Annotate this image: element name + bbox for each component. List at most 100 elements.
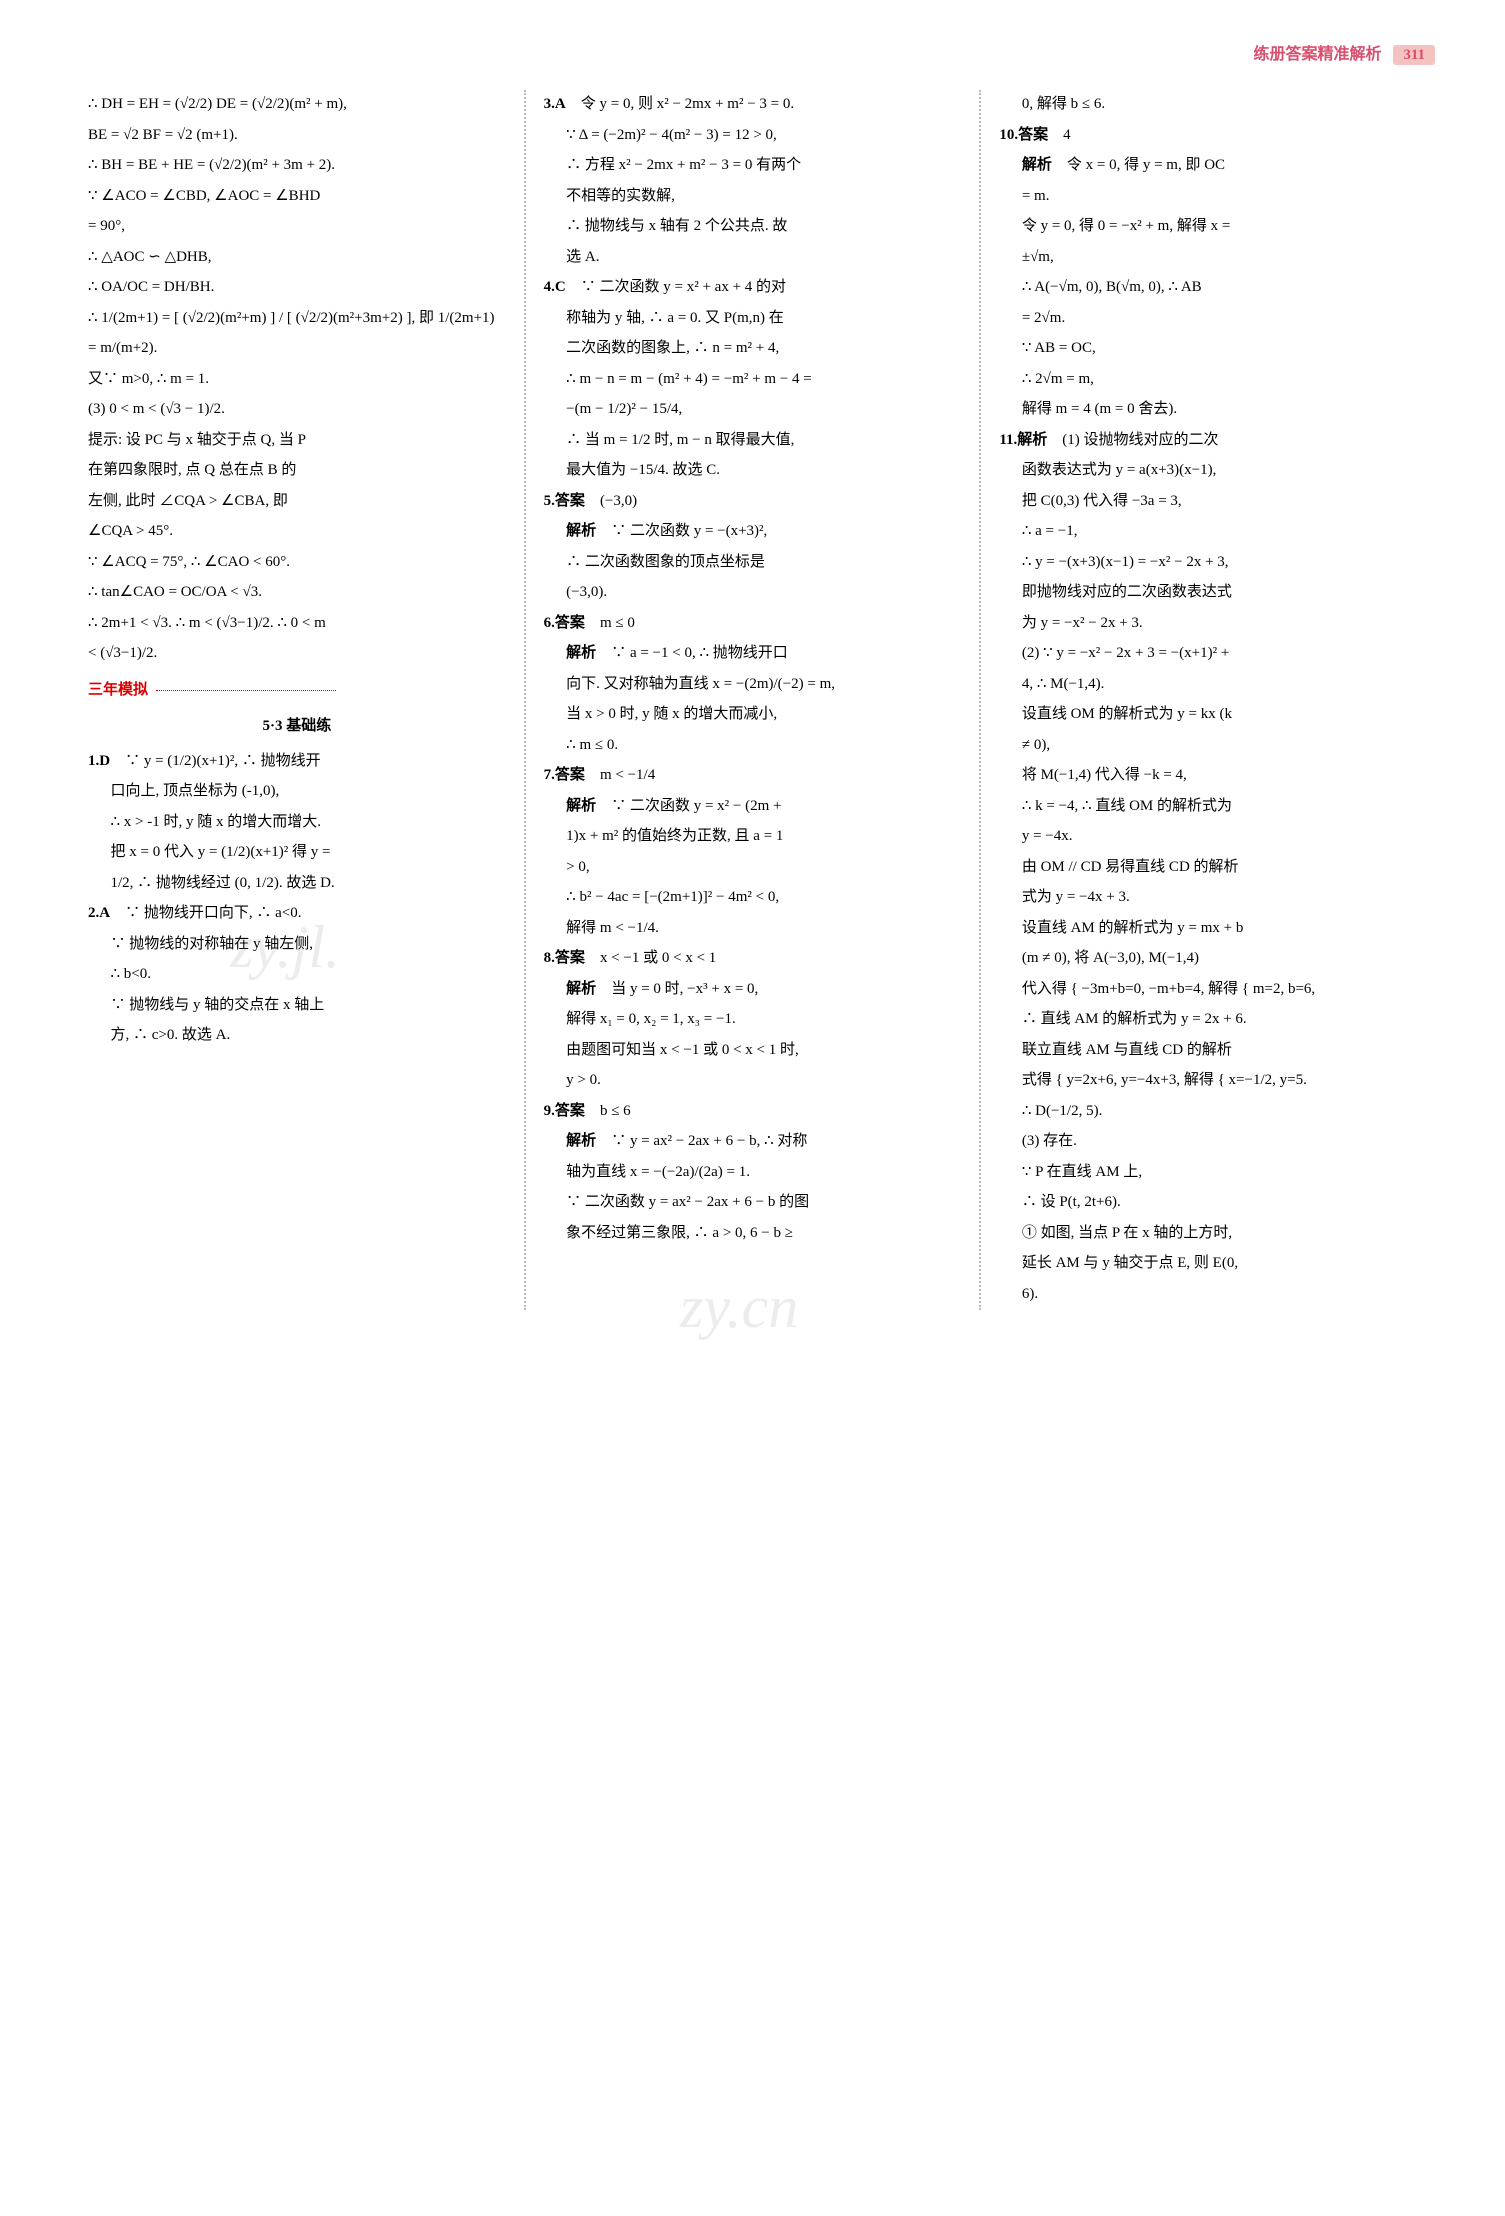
explain-head: 解析 ∵ 二次函数 y = −(x+3)²,	[544, 517, 962, 546]
text-line: ∴ DH = EH = (√2/2) DE = (√2/2)(m² + m),	[88, 90, 506, 119]
text-line: (m ≠ 0), 将 A(−3,0), M(−1,4)	[999, 944, 1417, 973]
text-line: 令 y = 0, 得 0 = −x² + m, 解得 x =	[999, 212, 1417, 241]
text-line: 解得 m < −1/4.	[544, 914, 962, 943]
text-line: ∴ 方程 x² − 2mx + m² − 3 = 0 有两个	[544, 151, 962, 180]
text-line: 左侧, 此时 ∠CQA > ∠CBA, 即	[88, 487, 506, 516]
problem: 8.答案 x < −1 或 0 < x < 1解析 当 y = 0 时, −x³…	[544, 944, 962, 1095]
text-line: ∵ AB = OC,	[999, 334, 1417, 363]
text-line: 解得 x₁ = 0, x₂ = 1, x₃ = −1.	[544, 1005, 962, 1034]
text-line: 设直线 OM 的解析式为 y = kx (k	[999, 700, 1417, 729]
content-columns: ∴ DH = EH = (√2/2) DE = (√2/2)(m² + m),B…	[70, 90, 1435, 1310]
text-line: ∵ 二次函数 y = ax² − 2ax + 6 − b 的图	[544, 1188, 962, 1217]
explain-head: 解析 ∵ a = −1 < 0, ∴ 抛物线开口	[544, 639, 962, 668]
problem: 4.C ∵ 二次函数 y = x² + ax + 4 的对称轴为 y 轴, ∴ …	[544, 273, 962, 485]
text-line: 在第四象限时, 点 Q 总在点 B 的	[88, 456, 506, 485]
text-line: 称轴为 y 轴, ∴ a = 0. 又 P(m,n) 在	[544, 304, 962, 333]
text-line: ∴ 2√m = m,	[999, 365, 1417, 394]
text-line: y = −4x.	[999, 822, 1417, 851]
text-line: 口向上, 顶点坐标为 (-1,0),	[88, 777, 506, 806]
answer-line: 7.答案 m < −1/4	[544, 761, 962, 790]
explain-head: 解析 ∵ y = ax² − 2ax + 6 − b, ∴ 对称	[544, 1127, 962, 1156]
text-line: ∴ 二次函数图象的顶点坐标是	[544, 548, 962, 577]
problem: 3.A 令 y = 0, 则 x² − 2mx + m² − 3 = 0.∵ Δ…	[544, 90, 962, 271]
text-line: 方, ∴ c>0. 故选 A.	[88, 1021, 506, 1050]
section-title: 三年模拟	[88, 676, 506, 705]
text-line: 1)x + m² 的值始终为正数, 且 a = 1	[544, 822, 962, 851]
text-line: > 0,	[544, 853, 962, 882]
answer-line: 10.答案 4	[999, 121, 1417, 150]
text-line: −(m − 1/2)² − 15/4,	[544, 395, 962, 424]
problem: 10.答案 4解析 令 x = 0, 得 y = m, 即 OC= m.令 y …	[999, 121, 1417, 424]
text-line: 式得 { y=2x+6, y=−4x+3, 解得 { x=−1/2, y=5.	[999, 1066, 1417, 1095]
text-line: ∴ m − n = m − (m² + 4) = −m² + m − 4 =	[544, 365, 962, 394]
text-line: 代入得 { −3m+b=0, −m+b=4, 解得 { m=2, b=6,	[999, 975, 1417, 1004]
text-line: ∵ ∠ACQ = 75°, ∴ ∠CAO < 60°.	[88, 548, 506, 577]
text-line: ∵ ∠ACO = ∠CBD, ∠AOC = ∠BHD	[88, 182, 506, 211]
explain-head: 解析 令 x = 0, 得 y = m, 即 OC	[999, 151, 1417, 180]
continuation: 0, 解得 b ≤ 6.	[999, 90, 1417, 119]
explain-head: 11.解析 (1) 设抛物线对应的二次	[999, 426, 1417, 455]
problem: 7.答案 m < −1/4解析 ∵ 二次函数 y = x² − (2m +1)x…	[544, 761, 962, 942]
text-line: 延长 AM 与 y 轴交于点 E, 则 E(0,	[999, 1249, 1417, 1278]
text-line: ∴ x > -1 时, y 随 x 的增大而增大.	[88, 808, 506, 837]
text-line: (3) 存在.	[999, 1127, 1417, 1156]
problem: 11.解析 (1) 设抛物线对应的二次函数表达式为 y = a(x+3)(x−1…	[999, 426, 1417, 1309]
page-number: 311	[1393, 45, 1435, 65]
text-line: ∴ 当 m = 1/2 时, m − n 取得最大值,	[544, 426, 962, 455]
text-line: ∵ 抛物线的对称轴在 y 轴左侧,	[88, 930, 506, 959]
text-line: 二次函数的图象上, ∴ n = m² + 4,	[544, 334, 962, 363]
answer-line: 6.答案 m ≤ 0	[544, 609, 962, 638]
text-line: ∴ 设 P(t, 2t+6).	[999, 1188, 1417, 1217]
text-line: ∵ Δ = (−2m)² − 4(m² − 3) = 12 > 0,	[544, 121, 962, 150]
answer-line: 9.答案 b ≤ 6	[544, 1097, 962, 1126]
text-line: ∴ OA/OC = DH/BH.	[88, 273, 506, 302]
text-line: ∵ P 在直线 AM 上,	[999, 1158, 1417, 1187]
column-1: ∴ DH = EH = (√2/2) DE = (√2/2)(m² + m),B…	[70, 90, 526, 1310]
text-line: 向下. 又对称轴为直线 x = −(2m)/(−2) = m,	[544, 670, 962, 699]
text-line: 解得 m = 4 (m = 0 舍去).	[999, 395, 1417, 424]
header-label: 练册答案精准解析	[1254, 46, 1382, 63]
text-line: ∴ A(−√m, 0), B(√m, 0), ∴ AB	[999, 273, 1417, 302]
text-line: ∴ y = −(x+3)(x−1) = −x² − 2x + 3,	[999, 548, 1417, 577]
column-2: 3.A 令 y = 0, 则 x² − 2mx + m² − 3 = 0.∵ Δ…	[526, 90, 982, 1310]
text-line: 象不经过第三象限, ∴ a > 0, 6 − b ≥	[544, 1219, 962, 1248]
problem: 6.答案 m ≤ 0解析 ∵ a = −1 < 0, ∴ 抛物线开口向下. 又对…	[544, 609, 962, 760]
text-line: = 2√m.	[999, 304, 1417, 333]
text-line: 为 y = −x² − 2x + 3.	[999, 609, 1417, 638]
text-line: = m.	[999, 182, 1417, 211]
sub-title: 5·3 基础练	[88, 712, 506, 741]
text-line: < (√3−1)/2.	[88, 639, 506, 668]
text-line: ≠ 0),	[999, 731, 1417, 760]
text-line: ∴ 直线 AM 的解析式为 y = 2x + 6.	[999, 1005, 1417, 1034]
text-line: ∴ BH = BE + HE = (√2/2)(m² + 3m + 2).	[88, 151, 506, 180]
text-line: 最大值为 −15/4. 故选 C.	[544, 456, 962, 485]
text-line: ∴ b² − 4ac = [−(2m+1)]² − 4m² < 0,	[544, 883, 962, 912]
text-line: ∴ tan∠CAO = OC/OA < √3.	[88, 578, 506, 607]
text-line: 1/2, ∴ 抛物线经过 (0, 1/2). 故选 D.	[88, 869, 506, 898]
text-line: 选 A.	[544, 243, 962, 272]
problem-head: 4.C ∵ 二次函数 y = x² + ax + 4 的对	[544, 273, 962, 302]
column-3: 0, 解得 b ≤ 6. 10.答案 4解析 令 x = 0, 得 y = m,…	[981, 90, 1435, 1310]
text-line: 联立直线 AM 与直线 CD 的解析	[999, 1036, 1417, 1065]
text-line: 4, ∴ M(−1,4).	[999, 670, 1417, 699]
text-line: ∴ 抛物线与 x 轴有 2 个公共点. 故	[544, 212, 962, 241]
explain-head: 解析 ∵ 二次函数 y = x² − (2m +	[544, 792, 962, 821]
problem-head: 3.A 令 y = 0, 则 x² − 2mx + m² − 3 = 0.	[544, 90, 962, 119]
problem: 2.A ∵ 抛物线开口向下, ∴ a<0.∵ 抛物线的对称轴在 y 轴左侧,∴ …	[88, 899, 506, 1050]
text-line: ∴ 1/(2m+1) = [ (√2/2)(m²+m) ] / [ (√2/2)…	[88, 304, 506, 333]
text-line: BE = √2 BF = √2 (m+1).	[88, 121, 506, 150]
text-line: 由题图可知当 x < −1 或 0 < x < 1 时,	[544, 1036, 962, 1065]
text-line: ∴ a = −1,	[999, 517, 1417, 546]
text-line: 把 C(0,3) 代入得 −3a = 3,	[999, 487, 1417, 516]
text-line: (2) ∵ y = −x² − 2x + 3 = −(x+1)² +	[999, 639, 1417, 668]
text-line: 设直线 AM 的解析式为 y = mx + b	[999, 914, 1417, 943]
text-line: ∴ k = −4, ∴ 直线 OM 的解析式为	[999, 792, 1417, 821]
text-line: ∴ m ≤ 0.	[544, 731, 962, 760]
answer-line: 5.答案 (−3,0)	[544, 487, 962, 516]
text-line: 将 M(−1,4) 代入得 −k = 4,	[999, 761, 1417, 790]
text-line: ∴ △AOC ∽ △DHB,	[88, 243, 506, 272]
text-line: 即抛物线对应的二次函数表达式	[999, 578, 1417, 607]
text-line: ∵ 抛物线与 y 轴的交点在 x 轴上	[88, 991, 506, 1020]
text-line: 又∵ m>0, ∴ m = 1.	[88, 365, 506, 394]
text-line: 6).	[999, 1280, 1417, 1309]
